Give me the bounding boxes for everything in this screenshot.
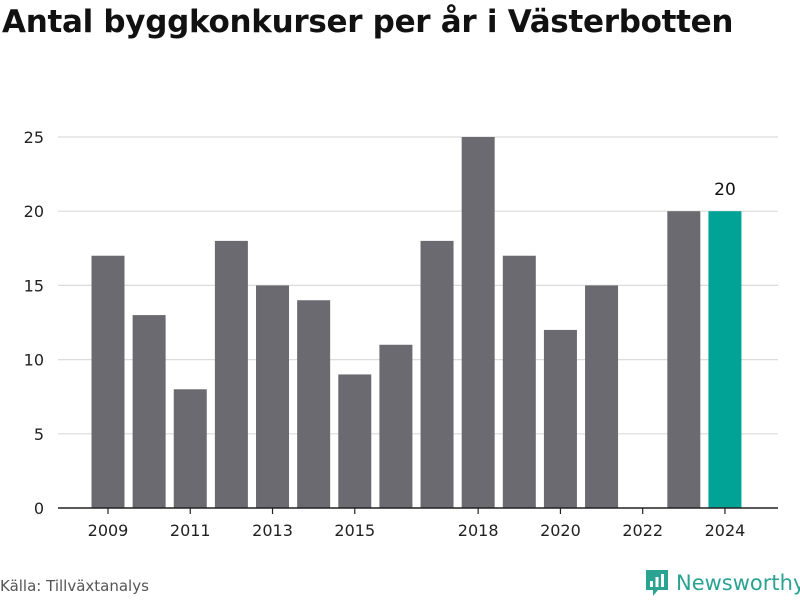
data-label: 20	[714, 180, 736, 200]
bar-2021	[585, 285, 619, 508]
newsworthy-logo-icon	[646, 570, 668, 596]
y-tick-label: 15	[24, 276, 44, 295]
bar-2018	[461, 137, 495, 508]
bar-2009	[91, 255, 125, 508]
x-tick-label: 2018	[458, 521, 499, 540]
labels: 0 5 10 15 20 25 2009 2011 2013 2015 2018 2020 2022 20…	[24, 128, 746, 540]
x-tick-label: 2009	[88, 521, 129, 540]
bar-2012	[214, 240, 248, 508]
y-tick-label: 5	[34, 425, 44, 444]
y-tick-label: 0	[34, 499, 44, 518]
x-tick-label: 2011	[170, 521, 211, 540]
bar-2024	[708, 211, 742, 508]
y-tick-label: 20	[24, 202, 44, 221]
x-tick-label: 2022	[622, 521, 663, 540]
bar-2017	[420, 240, 454, 508]
axes	[58, 507, 778, 514]
bar-2010	[132, 315, 166, 508]
y-tick-label: 25	[24, 128, 44, 147]
bars	[91, 137, 742, 508]
bar-2023	[667, 211, 701, 508]
bar-2019	[502, 255, 536, 508]
source-note: Källa: Tillväxtanalys	[0, 577, 149, 595]
brand-name: Newsworthy	[676, 571, 800, 595]
bar-2016	[379, 344, 413, 508]
x-tick-label: 2020	[540, 521, 581, 540]
x-tick-label: 2024	[705, 521, 746, 540]
bar-2015	[338, 374, 372, 508]
bar-2013	[256, 285, 290, 508]
bar-2011	[173, 389, 207, 508]
y-tick-label: 10	[24, 351, 44, 370]
brand-logo: Newsworthy	[644, 568, 800, 598]
bar-2014	[297, 300, 331, 508]
chart-title: Antal byggkonkurser per år i Västerbotte…	[2, 4, 734, 40]
x-tick-label: 2015	[334, 521, 375, 540]
x-tick-label: 2013	[252, 521, 293, 540]
bar-2020	[543, 329, 577, 508]
